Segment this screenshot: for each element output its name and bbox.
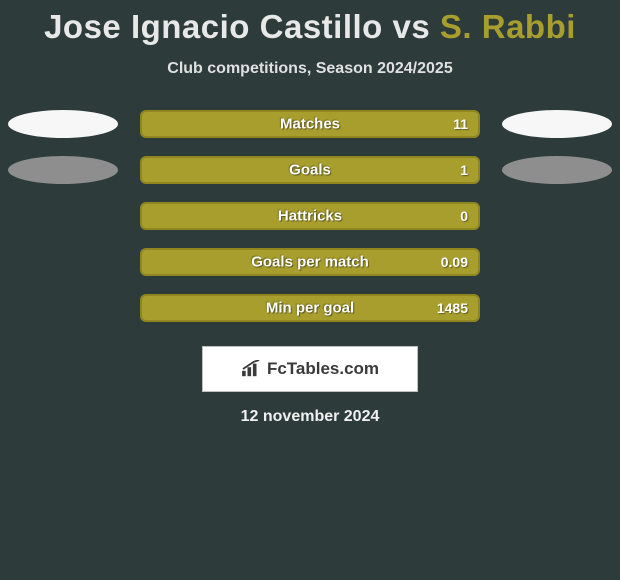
stat-bar: Min per goal 1485 xyxy=(140,294,480,322)
stat-row: Hattricks 0 xyxy=(0,202,620,230)
right-ellipse xyxy=(502,110,612,138)
stat-row: Goals per match 0.09 xyxy=(0,248,620,276)
stat-label: Goals per match xyxy=(251,254,369,271)
right-ellipse xyxy=(502,156,612,184)
stat-value-p2: 11 xyxy=(453,116,468,132)
stat-label: Hattricks xyxy=(278,208,342,225)
player2-name: S. Rabbi xyxy=(440,8,576,45)
stat-label: Goals xyxy=(289,162,331,179)
stat-value-p2: 0 xyxy=(460,208,468,224)
stat-row: Matches 11 xyxy=(0,110,620,138)
stat-row: Min per goal 1485 xyxy=(0,294,620,322)
stat-label: Min per goal xyxy=(266,300,354,317)
stat-bar: Goals per match 0.09 xyxy=(140,248,480,276)
comparison-infographic: Jose Ignacio Castillo vs S. Rabbi Club c… xyxy=(0,0,620,426)
date: 12 november 2024 xyxy=(0,408,620,426)
stat-value-p2: 1485 xyxy=(437,300,468,316)
stat-value-p2: 1 xyxy=(460,162,468,178)
stat-row: Goals 1 xyxy=(0,156,620,184)
brand-box: FcTables.com xyxy=(202,346,418,392)
subtitle: Club competitions, Season 2024/2025 xyxy=(0,60,620,78)
vs-label: vs xyxy=(393,8,431,45)
stat-bar: Goals 1 xyxy=(140,156,480,184)
bar-chart-icon xyxy=(241,360,263,378)
stat-bar: Hattricks 0 xyxy=(140,202,480,230)
stat-value-p2: 0.09 xyxy=(441,254,468,270)
stat-rows: Matches 11 Goals 1 Hattricks 0 Goals per match… xyxy=(0,110,620,322)
left-ellipse xyxy=(8,110,118,138)
stat-label: Matches xyxy=(280,116,340,133)
left-ellipse xyxy=(8,156,118,184)
brand-text: FcTables.com xyxy=(267,359,379,379)
player1-name: Jose Ignacio Castillo xyxy=(44,8,383,45)
page-title: Jose Ignacio Castillo vs S. Rabbi xyxy=(0,8,620,46)
stat-bar: Matches 11 xyxy=(140,110,480,138)
